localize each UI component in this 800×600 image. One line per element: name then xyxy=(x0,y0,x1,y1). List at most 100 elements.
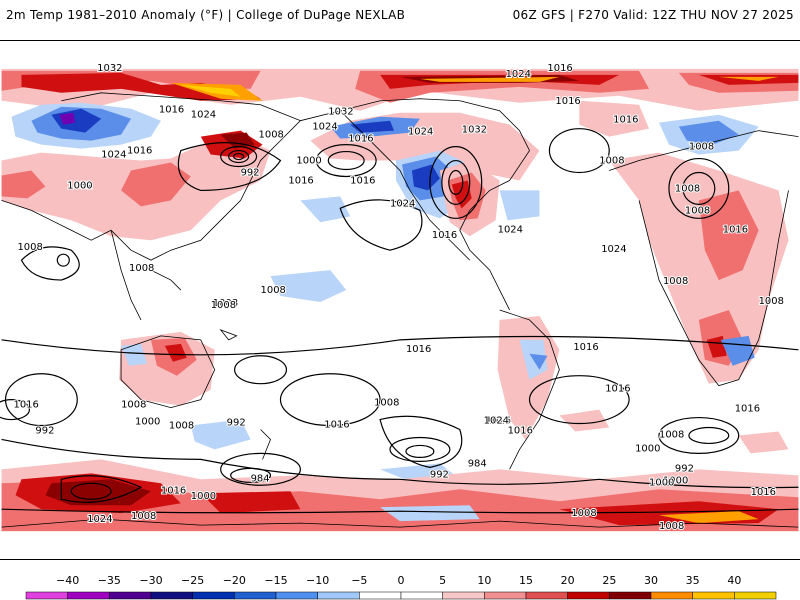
isobar-label: 1016 xyxy=(348,134,373,145)
colorbar-swatch xyxy=(25,591,68,600)
isobar-label: 1008 xyxy=(121,400,146,411)
map-title: 2m Temp 1981–2010 Anomaly (°F) | College… xyxy=(6,8,406,22)
isobar-label: 992 xyxy=(675,463,694,474)
isobar-label: 1008 xyxy=(129,263,154,274)
colorbar-tick-label: −5 xyxy=(351,574,367,587)
isobar-label: 1032 xyxy=(97,63,122,74)
isobar-label: 1032 xyxy=(462,125,487,136)
isobar-label: 1032 xyxy=(67,180,92,191)
isobar-label: 1016 xyxy=(723,224,748,235)
colorbar-swatch xyxy=(525,591,568,600)
isobar-label: 1008 xyxy=(131,511,156,522)
isobar-label: 1008 xyxy=(599,156,624,167)
isobar-label: 1008 xyxy=(689,142,714,153)
colorbar-tick-label: 15 xyxy=(519,574,533,587)
isobar-label: 1016 xyxy=(605,384,630,395)
isobar-label: 984 xyxy=(251,473,270,484)
header: 2m Temp 1981–2010 Anomaly (°F) | College… xyxy=(0,0,800,30)
isobar-label: 1008 xyxy=(17,242,42,253)
isobar-label: 1008 xyxy=(685,205,710,216)
isobar-label: 1000 xyxy=(296,156,321,167)
colorbar-tick-label: 40 xyxy=(727,574,741,587)
isobar-label: 1016 xyxy=(161,485,186,496)
colorbar-tick-label: −15 xyxy=(264,574,287,587)
colorbar-tick-label: 0 xyxy=(398,574,405,587)
isobar-label: 1024 xyxy=(191,110,216,121)
isobar-label: 1016 xyxy=(406,344,431,355)
colorbar-tick-label: 35 xyxy=(686,574,700,587)
colorbar-swatch xyxy=(650,591,693,600)
isobar-label: 1016 xyxy=(751,487,776,498)
isobar-label: 1016 xyxy=(555,96,580,107)
isobar-label: 1016 xyxy=(159,105,184,116)
isobar-label: 1008 xyxy=(675,183,700,194)
isobar-label: 1000 xyxy=(67,180,92,191)
isobar-label: 1000 xyxy=(649,477,674,488)
colorbar-swatch xyxy=(567,591,610,600)
colorbar-ticks: −40 −35 −30 −25 −20 −15 −10 −5 0 5 10 15 20 25 30 35 40 xyxy=(56,574,741,587)
colorbar-tick-label: −30 xyxy=(139,574,162,587)
isobar-label: 992 xyxy=(241,167,260,178)
isobar-label: 1008 xyxy=(259,130,284,141)
colorbar: −40 −35 −30 −25 −20 −15 −10 −5 0 5 10 15 20 25 30 35 40 xyxy=(25,574,777,600)
isobar-label: 992 xyxy=(227,418,246,429)
colorbar-swatch xyxy=(484,591,527,600)
isobar-label: 1008 xyxy=(211,300,236,311)
colorbar-swatch xyxy=(234,591,277,600)
isobar-label: 1024 xyxy=(312,122,337,133)
colorbar-swatch xyxy=(67,591,110,600)
isobar-label: 1024 xyxy=(101,150,126,161)
isobar-label: 1016 xyxy=(735,404,760,415)
colorbar-swatches xyxy=(25,591,777,600)
colorbar-tick-label: −25 xyxy=(181,574,204,587)
isobar-label: 1000 xyxy=(663,475,688,486)
isobar-label: 1008 xyxy=(374,398,399,409)
colorbar-tick-label: 30 xyxy=(644,574,658,587)
isobar-label: 1008 xyxy=(759,296,784,307)
isobar-label: 1024 xyxy=(87,514,112,525)
colorbar-tick-label: −35 xyxy=(98,574,121,587)
isobar-label: 1016 xyxy=(350,175,375,186)
isobar-label: 1024 xyxy=(506,69,531,80)
colorbar-tick-label: 10 xyxy=(477,574,491,587)
colorbar-tick-label: 25 xyxy=(602,574,616,587)
colorbar-tick-label: −20 xyxy=(223,574,246,587)
isobar-label: 1016 xyxy=(13,400,38,411)
colorbar-tick-label: 20 xyxy=(561,574,575,587)
colorbar-tick-label: −40 xyxy=(56,574,79,587)
colorbar-swatch xyxy=(400,591,443,600)
colorbar-swatch xyxy=(442,591,485,600)
isobar-label: 1008 xyxy=(169,421,194,432)
colorbar-swatch xyxy=(275,591,318,600)
isobar-label: 1016 xyxy=(613,115,638,126)
isobar-label: 1000 xyxy=(635,443,660,454)
isobar-label: 1008 xyxy=(571,508,596,519)
isobars xyxy=(0,128,799,514)
isobar-label: 1024 xyxy=(498,224,523,235)
colorbar-swatch xyxy=(692,591,735,600)
isobar-label: 1024 xyxy=(484,416,509,427)
isobar-label: 1016 xyxy=(508,425,533,436)
isobar-label: 1016 xyxy=(324,420,349,431)
isobar-label: 1000 xyxy=(191,491,216,502)
colorbar-tick-label: 5 xyxy=(439,574,446,587)
colorbar-swatch xyxy=(609,591,652,600)
isobar-label: 1000 xyxy=(135,417,160,428)
model-run-info: 06Z GFS | F270 Valid: 12Z THU NOV 27 202… xyxy=(512,8,794,22)
colorbar-tick-label: −10 xyxy=(306,574,329,587)
colorbar-swatch xyxy=(109,591,152,600)
colorbar-swatch xyxy=(734,591,777,600)
isobar-label: 1008 xyxy=(663,276,688,287)
isobar-label: 1016 xyxy=(127,146,152,157)
colorbar-swatch xyxy=(359,591,402,600)
isobar-label: 1032 xyxy=(328,107,353,118)
isobar-label: 992 xyxy=(430,469,449,480)
isobar-label: 1016 xyxy=(432,230,457,241)
isobar-label: 984 xyxy=(468,458,487,469)
isobar-label: 1016 xyxy=(486,416,511,427)
coastlines xyxy=(1,92,799,528)
isobar-label: 1016 xyxy=(288,175,313,186)
isobar-label: 1016 xyxy=(573,342,598,353)
